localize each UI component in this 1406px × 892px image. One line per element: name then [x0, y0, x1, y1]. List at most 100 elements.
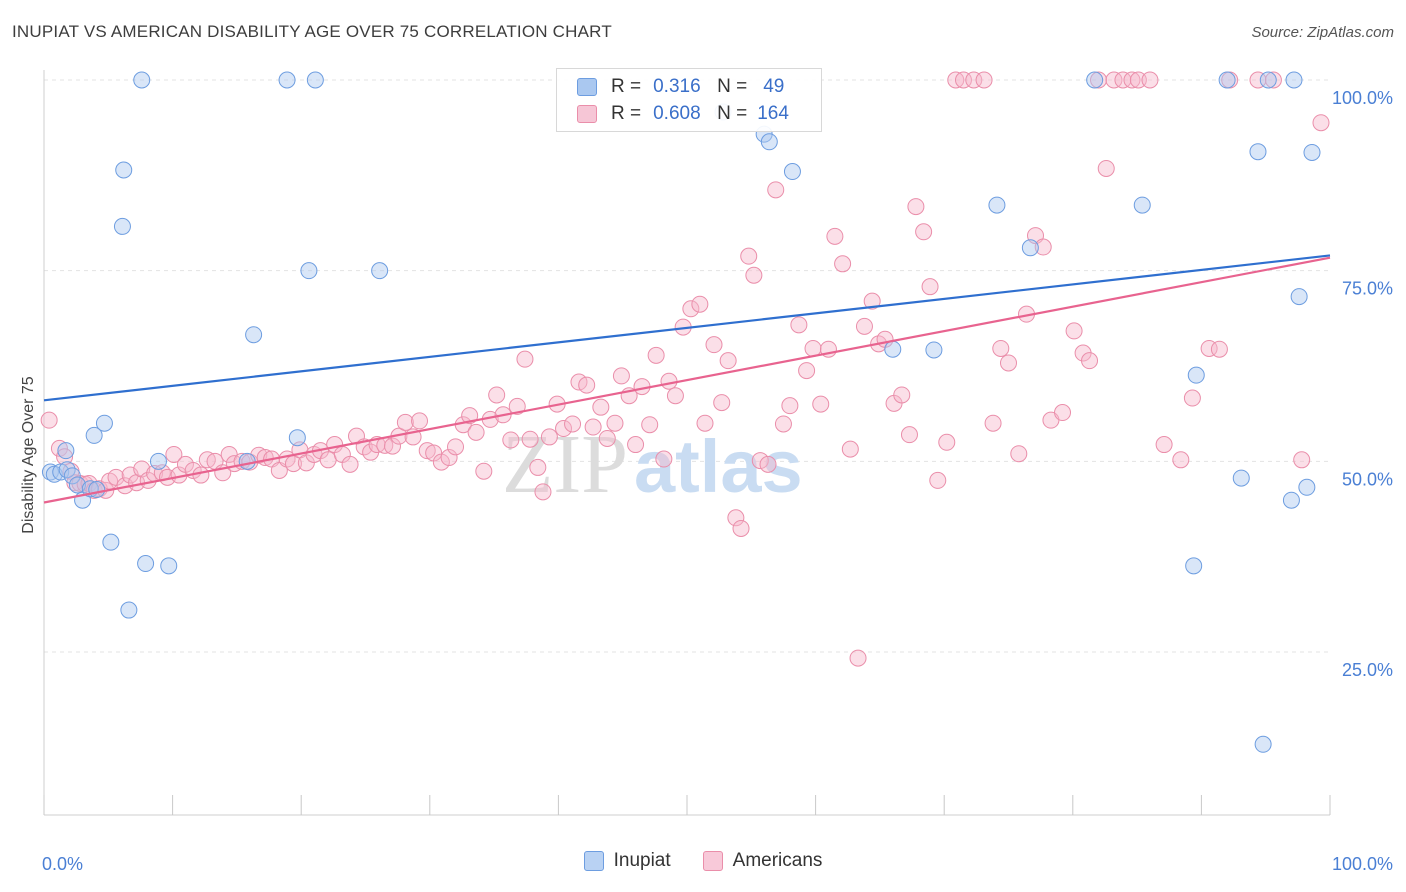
americans-point — [1097, 159, 1115, 177]
americans-point — [440, 449, 458, 467]
americans-point — [767, 181, 785, 199]
inupiat-point — [133, 71, 151, 89]
legend-n-label: N = — [717, 103, 748, 124]
inupiat-point — [1133, 196, 1151, 214]
americans-point — [691, 295, 709, 313]
inupiat-point — [160, 557, 178, 575]
inupiat-point — [278, 71, 296, 89]
inupiat-point — [45, 465, 63, 483]
americans-point — [502, 431, 520, 449]
americans-point — [192, 466, 210, 484]
inupiat-point — [113, 217, 131, 235]
inupiat-point — [120, 601, 138, 619]
americans-point — [521, 430, 539, 448]
americans-point — [954, 71, 972, 89]
americans-point — [40, 411, 58, 429]
americans-point — [855, 317, 873, 335]
americans-point — [467, 423, 485, 441]
watermark-atlas: atlas — [634, 425, 803, 508]
americans-point — [488, 386, 506, 404]
americans-point — [1172, 451, 1190, 469]
americans-point — [516, 350, 534, 368]
americans-point — [863, 292, 881, 310]
inupiat-point — [57, 442, 75, 460]
legend-item-inupiat[interactable]: Inupiat — [583, 850, 671, 872]
americans-point — [781, 397, 799, 415]
americans-point — [384, 437, 402, 455]
inupiat-point — [288, 429, 306, 447]
americans-point — [798, 362, 816, 380]
inupiat-trend-line — [43, 254, 1331, 402]
inupiat-point — [783, 163, 801, 181]
americans-point — [1010, 445, 1028, 463]
americans-point — [396, 413, 414, 431]
americans-point — [992, 339, 1010, 357]
americans-point — [893, 386, 911, 404]
x-tick-label: 0.0% — [42, 854, 83, 874]
americans-point — [475, 462, 493, 480]
americans-point — [1183, 389, 1201, 407]
americans-point — [50, 439, 68, 457]
legend-r-label: R = — [611, 103, 642, 124]
inupiat-point — [1185, 557, 1203, 575]
americans-point — [1065, 322, 1083, 340]
americans-point — [719, 352, 737, 370]
americans-point — [447, 438, 465, 456]
americans-point — [921, 278, 939, 296]
americans-point — [682, 300, 700, 318]
inupiat-point — [1249, 143, 1267, 161]
americans-point — [627, 436, 645, 454]
inupiat-point — [1290, 288, 1308, 306]
americans-point — [411, 412, 429, 430]
americans-point — [660, 372, 678, 390]
americans-point — [1114, 71, 1132, 89]
legend-row-americans: R = 0.608 N = 164 — [577, 101, 789, 127]
americans-point — [564, 415, 582, 433]
inupiat-point — [371, 262, 389, 280]
americans-points — [40, 71, 1330, 667]
americans-point — [606, 414, 624, 432]
americans-point — [540, 428, 558, 446]
inupiat-point — [988, 196, 1006, 214]
americans-point — [534, 483, 552, 501]
americans-point — [655, 450, 673, 468]
americans-point — [907, 198, 925, 216]
americans-point — [984, 414, 1002, 432]
chart-title: INUPIAT VS AMERICAN DISABILITY AGE OVER … — [12, 22, 612, 41]
americans-point — [732, 519, 750, 537]
inupiat-point — [925, 341, 943, 359]
americans-point — [1090, 71, 1108, 89]
legend-r-value: 0.316 — [653, 76, 701, 97]
inupiat-point — [1187, 366, 1205, 384]
inupiat-point — [149, 452, 167, 470]
inupiat-square-icon — [583, 851, 604, 871]
americans-point — [319, 451, 337, 469]
watermark: ZIP atlas — [502, 418, 803, 511]
americans-point — [812, 395, 830, 413]
americans-point — [975, 71, 993, 89]
inupiat-point — [1218, 71, 1236, 89]
inupiat-point — [95, 414, 113, 432]
americans-point — [826, 227, 844, 245]
americans-point — [612, 367, 630, 385]
inupiat-point — [1282, 491, 1300, 509]
inupiat-point — [1254, 735, 1272, 753]
y-tick-label: 100.0% — [1332, 88, 1393, 108]
gridlines — [44, 79, 1330, 653]
y-tick-label: 75.0% — [1342, 279, 1393, 299]
americans-point — [938, 433, 956, 451]
inupiat-point — [760, 133, 778, 151]
americans-point — [841, 440, 859, 458]
americans-point — [1312, 114, 1330, 132]
americans-trend-line — [43, 256, 1331, 504]
americans-point — [666, 387, 684, 405]
inupiat-point — [68, 476, 86, 494]
inupiat-point — [245, 326, 263, 344]
americans-point — [1123, 71, 1141, 89]
legend-item-americans[interactable]: Americans — [702, 850, 822, 872]
americans-point — [1105, 71, 1123, 89]
inupiat-point — [300, 262, 318, 280]
axes — [43, 70, 1331, 816]
americans-point — [461, 407, 479, 425]
